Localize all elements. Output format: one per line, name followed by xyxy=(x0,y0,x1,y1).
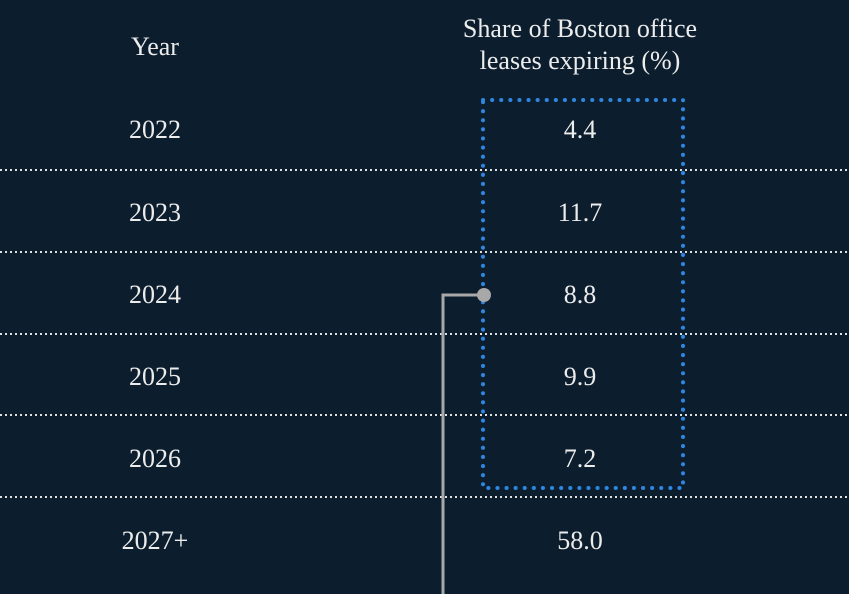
header-share: Share of Boston office leases expiring (… xyxy=(462,14,698,75)
share-cell: 11.7 xyxy=(557,198,603,227)
year-cell: 2025 xyxy=(129,362,181,391)
header-year: Year xyxy=(131,32,179,61)
connector-dot xyxy=(477,288,491,302)
year-cell: 2027+ xyxy=(121,526,189,555)
year-cell: 2023 xyxy=(129,198,181,227)
year-cell: 2026 xyxy=(129,444,181,473)
share-cell: 8.8 xyxy=(563,280,597,309)
share-cell: 9.9 xyxy=(563,362,597,391)
connector-line xyxy=(441,293,484,594)
share-cell: 7.2 xyxy=(563,444,597,473)
share-cell: 58.0 xyxy=(557,526,603,555)
year-cell: 2024 xyxy=(129,280,181,309)
year-cell: 2022 xyxy=(129,115,181,144)
share-cell: 4.4 xyxy=(563,115,597,144)
